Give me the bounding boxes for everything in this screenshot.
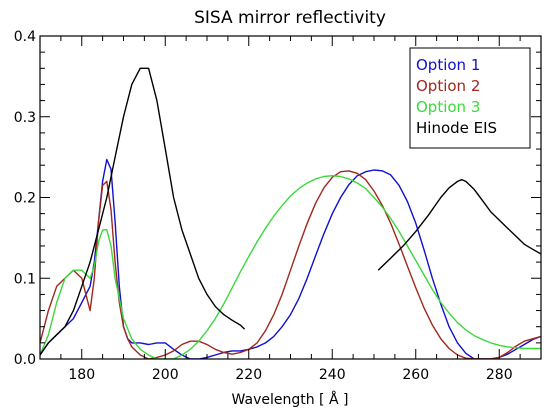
y-tick-label: 0.3 — [14, 110, 36, 126]
legend-box — [409, 47, 531, 149]
series-layer — [40, 67, 541, 359]
series-line-4-seg-1 — [40, 67, 246, 356]
x-tick-label: 260 — [402, 367, 429, 383]
ticks-layer: 180 200 220 240 260 280 0.0 0.1 0.2 0.3 0.4 — [14, 29, 542, 383]
x-tick-label: 200 — [152, 367, 179, 383]
x-tick-label: 280 — [486, 367, 513, 383]
legend-entry-1: Option 1 — [416, 56, 480, 74]
x-tick-label: 240 — [319, 367, 346, 383]
legend-entry-4: Hinode EIS — [416, 119, 497, 137]
series-line-2 — [40, 170, 541, 359]
y-tick-label: 0.2 — [14, 191, 36, 207]
legend-entry-2: Option 2 — [416, 77, 480, 95]
legend-entry-3: Option 3 — [416, 98, 480, 116]
series-line-3 — [40, 174, 541, 359]
y-tick-label: 0.0 — [14, 352, 36, 368]
y-tick-label: 0.1 — [14, 271, 36, 287]
y-tick-label: 0.4 — [14, 29, 36, 45]
x-tick-label: 220 — [235, 367, 262, 383]
chart-title: SISA mirror reflectivity — [194, 8, 386, 28]
x-tick-label: 180 — [68, 367, 95, 383]
series-line-1 — [40, 158, 541, 359]
x-axis-label: Wavelength [ Å ] — [232, 391, 349, 408]
legend: Option 1 Option 2 Option 3 Hinode EIS — [409, 47, 531, 149]
series-line-4-seg-2 — [377, 178, 541, 271]
